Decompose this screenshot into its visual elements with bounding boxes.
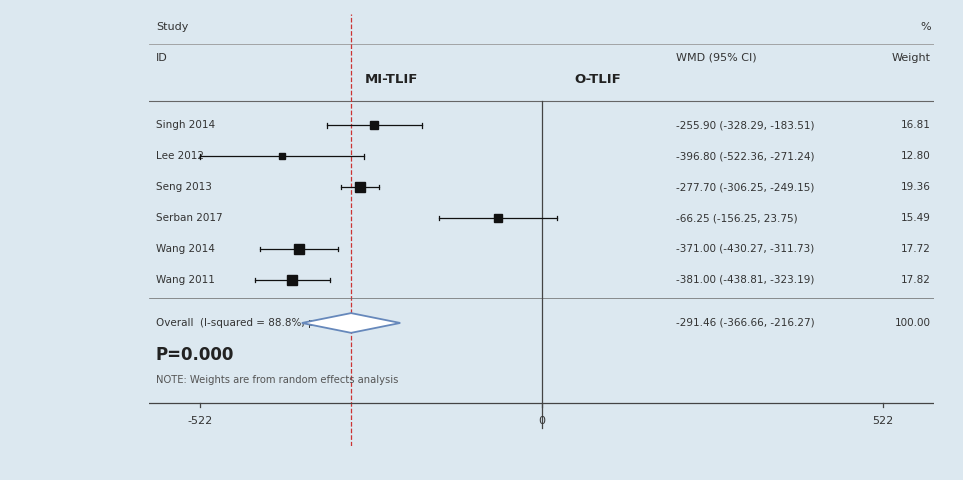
Text: -66.25 (-156.25, 23.75): -66.25 (-156.25, 23.75) xyxy=(676,213,797,223)
Text: -277.70 (-306.25, -249.15): -277.70 (-306.25, -249.15) xyxy=(676,182,814,192)
Text: Weight: Weight xyxy=(892,53,931,62)
Text: -371.00 (-430.27, -311.73): -371.00 (-430.27, -311.73) xyxy=(676,244,814,254)
Text: 16.81: 16.81 xyxy=(901,120,931,131)
Text: Seng 2013: Seng 2013 xyxy=(156,182,212,192)
Text: Serban 2017: Serban 2017 xyxy=(156,213,222,223)
Text: 17.82: 17.82 xyxy=(901,275,931,285)
Text: -255.90 (-328.29, -183.51): -255.90 (-328.29, -183.51) xyxy=(676,120,815,131)
Text: -291.46 (-366.66, -216.27): -291.46 (-366.66, -216.27) xyxy=(676,318,815,328)
Text: -381.00 (-438.81, -323.19): -381.00 (-438.81, -323.19) xyxy=(676,275,814,285)
Text: O-TLIF: O-TLIF xyxy=(574,72,621,86)
Text: NOTE: Weights are from random effects analysis: NOTE: Weights are from random effects an… xyxy=(156,375,398,385)
Text: Study: Study xyxy=(156,22,188,32)
Text: 15.49: 15.49 xyxy=(901,213,931,223)
Text: 19.36: 19.36 xyxy=(901,182,931,192)
Text: 522: 522 xyxy=(872,416,894,426)
Text: Overall  (I-squared = 88.8%, p = 0.000): Overall (I-squared = 88.8%, p = 0.000) xyxy=(156,318,363,328)
Text: P=0.000: P=0.000 xyxy=(156,347,234,364)
Text: WMD (95% CI): WMD (95% CI) xyxy=(676,53,756,62)
Text: Singh 2014: Singh 2014 xyxy=(156,120,215,131)
Text: 0: 0 xyxy=(538,416,545,426)
Text: 100.00: 100.00 xyxy=(895,318,931,328)
Text: Wang 2011: Wang 2011 xyxy=(156,275,215,285)
Polygon shape xyxy=(301,313,401,333)
Text: Lee 2012: Lee 2012 xyxy=(156,151,204,161)
Text: -522: -522 xyxy=(188,416,213,426)
Text: Wang 2014: Wang 2014 xyxy=(156,244,215,254)
Text: -396.80 (-522.36, -271.24): -396.80 (-522.36, -271.24) xyxy=(676,151,815,161)
Text: 12.80: 12.80 xyxy=(901,151,931,161)
Text: ID: ID xyxy=(156,53,168,62)
Text: MI-TLIF: MI-TLIF xyxy=(365,72,418,86)
Text: %: % xyxy=(921,22,931,32)
Text: 17.72: 17.72 xyxy=(901,244,931,254)
